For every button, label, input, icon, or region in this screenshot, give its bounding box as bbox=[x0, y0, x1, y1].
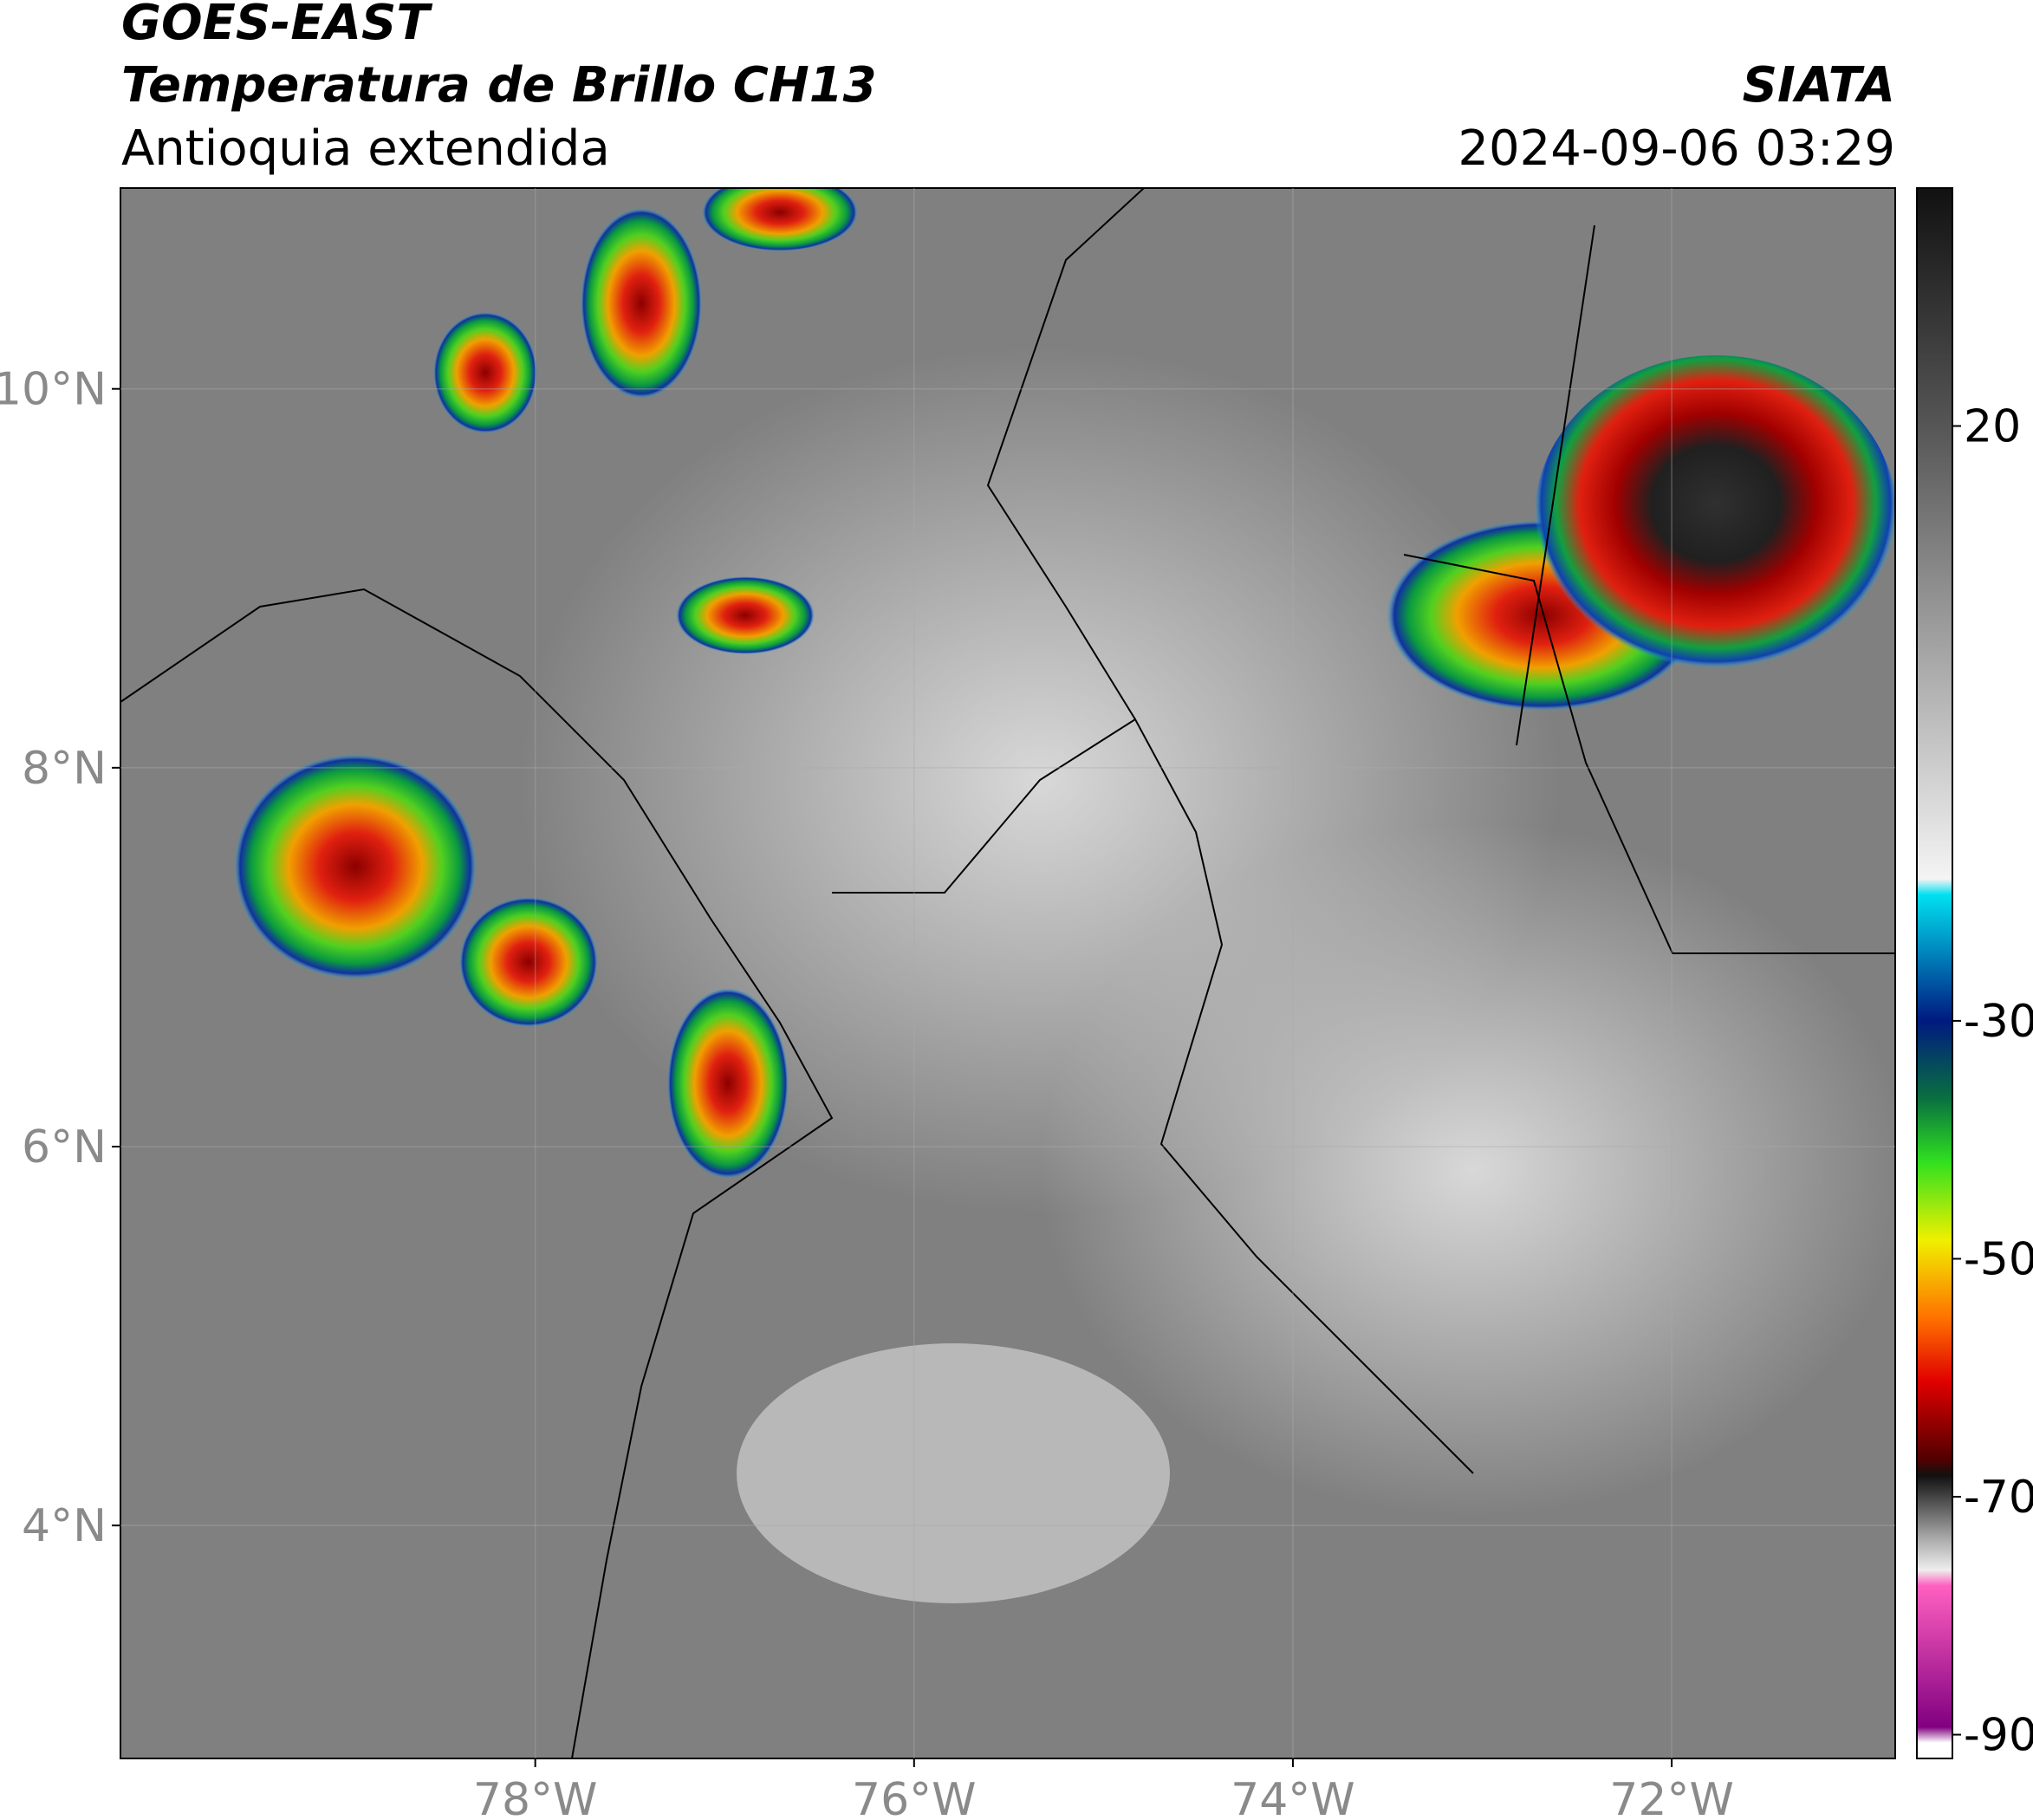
border bbox=[986, 188, 1895, 954]
map-frame bbox=[120, 187, 1896, 1759]
colorbar-label: 20 bbox=[1964, 401, 2021, 453]
region: Antioquia extendida bbox=[121, 120, 610, 177]
x-tick-label: 72°W bbox=[1609, 1774, 1734, 1820]
colorbar-label: -30 bbox=[1964, 996, 2033, 1048]
colorbar bbox=[1916, 187, 1953, 1759]
cloud bbox=[1040, 823, 1895, 1517]
colorbar-label: -70 bbox=[1964, 1472, 2033, 1524]
y-tick-label: 8°N bbox=[22, 743, 107, 795]
storm bbox=[1534, 355, 1895, 685]
subtitle: Temperatura de Brillo CH13 bbox=[121, 57, 877, 114]
storm bbox=[581, 208, 702, 399]
y-tick-label: 4°N bbox=[22, 1500, 107, 1552]
x-tick-label: 76°W bbox=[852, 1774, 977, 1820]
source: SIATA bbox=[1743, 57, 1895, 114]
x-tick-label: 78°W bbox=[473, 1774, 598, 1820]
storm bbox=[234, 754, 477, 979]
border bbox=[832, 718, 1474, 1474]
title: GOES-EAST bbox=[121, 0, 432, 51]
datetime: 2024-09-06 03:29 bbox=[1458, 120, 1895, 177]
border bbox=[120, 588, 834, 1758]
colorbar-label: -90 bbox=[1964, 1710, 2033, 1762]
y-tick-label: 6°N bbox=[22, 1121, 107, 1173]
storm bbox=[667, 988, 789, 1179]
storm bbox=[676, 576, 815, 654]
x-tick-label: 74°W bbox=[1231, 1774, 1355, 1820]
satellite-image bbox=[120, 188, 1895, 1758]
storm bbox=[433, 312, 537, 433]
y-tick-label: 10°N bbox=[0, 364, 107, 416]
storm bbox=[459, 897, 598, 1027]
colorbar-label: -50 bbox=[1964, 1233, 2033, 1285]
cloud bbox=[737, 1343, 1170, 1603]
storm bbox=[702, 188, 858, 251]
